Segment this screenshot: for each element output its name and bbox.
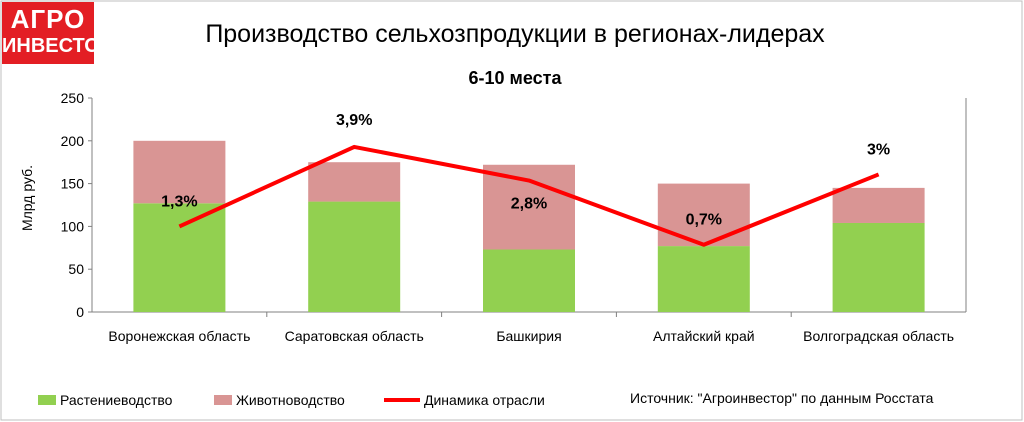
- bar-plant: [308, 201, 401, 312]
- chart-subtitle: 6-10 места: [468, 68, 562, 88]
- dynamics-data-label: 3%: [867, 141, 890, 158]
- x-tick-label: Саратовская область: [285, 328, 424, 344]
- agroinvestor-logo: АГРО ИНВЕСТОР: [2, 2, 114, 64]
- legend-swatch-plant: [38, 395, 56, 405]
- source-note: Источник: "Агроинвестор" по данным Росст…: [630, 390, 934, 406]
- x-tick-label: Волгоградская область: [803, 328, 954, 344]
- y-axis-label: Млрд руб.: [19, 165, 35, 231]
- dynamics-data-label: 3,9%: [336, 112, 372, 129]
- y-tick-label: 150: [61, 176, 85, 192]
- bar-plant: [657, 246, 750, 312]
- dynamics-line: [178, 144, 880, 247]
- y-tick-label: 100: [61, 218, 85, 234]
- x-tick-label: Башкирия: [496, 328, 561, 344]
- bar-animal: [832, 187, 925, 223]
- bar-animal: [133, 140, 226, 204]
- legend-item-dynamics: Динамика отрасли: [384, 390, 545, 410]
- dynamics-data-label: 1,3%: [161, 193, 197, 210]
- plot-area: 0 50 100 150 200 250 Воронежская область Сарато…: [61, 90, 967, 344]
- dynamics-data-label: 0,7%: [686, 212, 722, 229]
- legend-label-plant: Растениеводство: [60, 392, 173, 408]
- legend-label-dynamics: Динамика отрасли: [424, 392, 545, 408]
- y-tick-label: 250: [61, 90, 85, 106]
- bar-plant: [483, 249, 575, 312]
- legend-item-animal: Животноводство: [214, 390, 345, 410]
- y-tick-label: 50: [68, 261, 84, 277]
- legend-swatch-animal: [214, 395, 232, 405]
- chart-title: Производство сельхозпродукции в регионах…: [205, 20, 825, 48]
- x-tick-label: Воронежская область: [108, 328, 250, 344]
- logo-line-2: ИНВЕСТОР: [2, 35, 114, 57]
- bar-plant: [133, 203, 226, 312]
- bar-animal: [308, 162, 401, 202]
- legend-line-dynamics: [384, 398, 420, 402]
- bar-animal: [657, 183, 750, 247]
- y-tick-label: 0: [76, 304, 84, 320]
- legend-label-animal: Животноводство: [236, 392, 345, 408]
- legend-item-plant: Растениеводство: [38, 390, 172, 410]
- y-tick-label: 200: [61, 133, 85, 149]
- x-tick-label: Алтайский край: [653, 328, 755, 344]
- bar-plant: [832, 222, 925, 312]
- dynamics-data-label: 2,8%: [511, 196, 547, 213]
- logo-line-1: АГРО: [10, 4, 86, 34]
